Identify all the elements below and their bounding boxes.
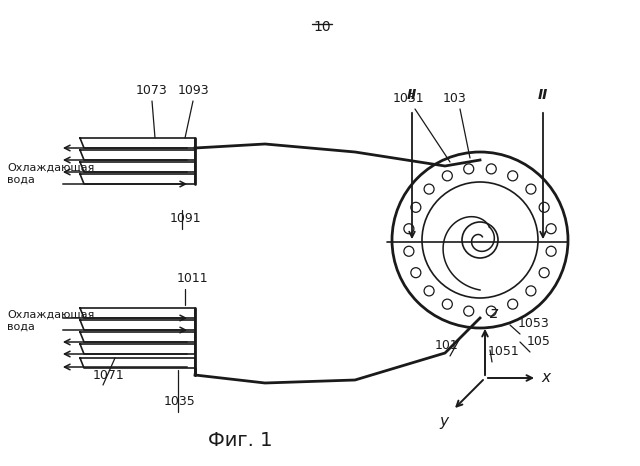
- Text: II: II: [538, 88, 548, 102]
- Text: Фиг. 1: Фиг. 1: [208, 431, 272, 450]
- Text: 1093: 1093: [177, 84, 209, 97]
- Text: 1073: 1073: [136, 84, 168, 97]
- Text: вода: вода: [7, 175, 35, 185]
- Text: 1051: 1051: [488, 345, 520, 358]
- Text: вода: вода: [7, 322, 35, 332]
- Text: 101: 101: [435, 339, 459, 352]
- Text: x: x: [541, 370, 550, 385]
- Text: 1071: 1071: [93, 369, 125, 382]
- Text: 1091: 1091: [169, 212, 201, 225]
- Text: 105: 105: [527, 335, 551, 348]
- Text: 1035: 1035: [164, 395, 196, 408]
- Text: 10: 10: [313, 20, 331, 34]
- Text: z: z: [489, 306, 497, 321]
- Text: Охлаждающая: Охлаждающая: [7, 310, 94, 320]
- Text: 1031: 1031: [392, 92, 424, 105]
- Text: 1053: 1053: [518, 317, 550, 330]
- Text: II: II: [407, 88, 417, 102]
- Text: Охлаждающая: Охлаждающая: [7, 163, 94, 173]
- Text: 1011: 1011: [176, 272, 208, 285]
- Text: y: y: [439, 414, 448, 429]
- Text: 103: 103: [443, 92, 467, 105]
